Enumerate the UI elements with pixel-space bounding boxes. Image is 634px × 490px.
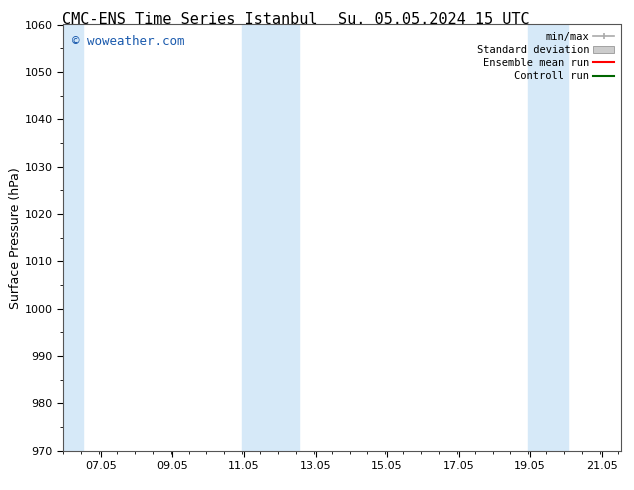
Text: CMC-ENS Time Series Istanbul: CMC-ENS Time Series Istanbul <box>63 12 318 27</box>
Bar <box>528 24 567 451</box>
Bar <box>242 24 299 451</box>
Text: © woweather.com: © woweather.com <box>72 35 184 48</box>
Y-axis label: Surface Pressure (hPa): Surface Pressure (hPa) <box>9 167 22 309</box>
Legend: min/max, Standard deviation, Ensemble mean run, Controll run: min/max, Standard deviation, Ensemble me… <box>472 27 618 85</box>
Bar <box>63 24 83 451</box>
Text: Su. 05.05.2024 15 UTC: Su. 05.05.2024 15 UTC <box>339 12 530 27</box>
